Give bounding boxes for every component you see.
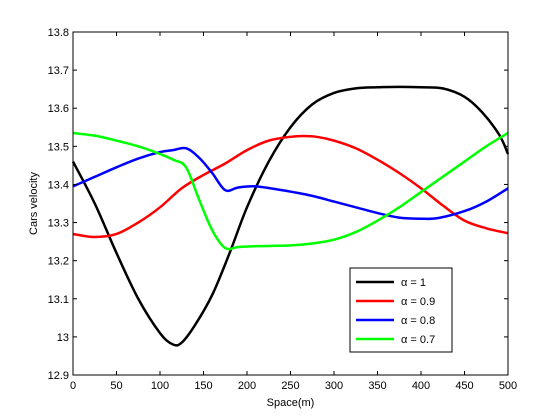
x-tick-label: 200 [238,380,256,392]
x-tick-label: 150 [194,380,212,392]
y-tick-label: 13.2 [48,256,69,268]
x-axis-label: Space(m) [267,397,315,409]
legend: α = 1 α = 0.9 α = 0.8 α = 0.7 [349,267,453,353]
series-line-2 [72,134,509,239]
y-tick-label: 13.8 [48,27,69,39]
y-tick-label: 12.9 [48,370,69,382]
series-line-1 [71,85,510,347]
x-tick-label: 250 [281,380,299,392]
plot-area [71,85,510,347]
y-tick-label: 13.5 [48,141,69,153]
x-tick-label: 0 [70,380,76,392]
legend-label-3: α = 0.8 [401,315,435,327]
x-tick-label: 300 [325,380,343,392]
y-tick-label: 13.1 [48,294,69,306]
legend-label-4: α = 0.7 [401,334,435,346]
series-line-4 [72,131,509,251]
y-tick-label: 13.3 [48,218,69,230]
y-tick-label: 13.4 [48,179,69,191]
x-tick-label: 100 [151,380,169,392]
x-tick-label: 350 [368,380,386,392]
x-tick-label: 50 [110,380,122,392]
y-axis-label: Cars velocity [28,172,40,235]
y-tick-label: 13 [57,332,69,344]
x-tick-label: 450 [455,380,473,392]
x-tick-label: 500 [499,380,517,392]
y-tick-label: 13.7 [48,65,69,77]
legend-label-1: α = 1 [401,277,426,289]
series-line-3 [72,146,509,221]
y-tick-label: 13.6 [48,103,69,115]
legend-label-2: α = 0.9 [401,296,435,308]
axes: 0 50 100 150 200 250 300 350 400 450 500 12.9 13 13.1… [48,27,518,392]
x-tick-label: 400 [412,380,430,392]
